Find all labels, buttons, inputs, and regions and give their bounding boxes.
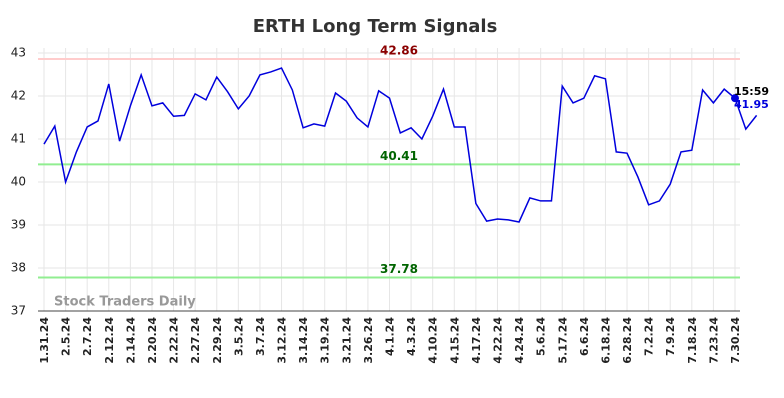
signal-label: 42.86 [380,44,418,58]
x-tick-label: 2.29.24 [211,317,224,364]
x-tick-label: 7.23.24 [707,317,720,364]
watermark: Stock Traders Daily [54,295,196,310]
x-tick-label: 4.22.24 [491,317,504,364]
last-value: 41.95 [734,98,769,111]
signal-label: 40.41 [380,149,418,163]
price-line [43,67,758,223]
x-tick-label: 7.2.24 [643,317,656,356]
x-tick-label: 2.27.24 [189,317,202,364]
x-tick-label: 3.14.24 [297,317,310,364]
y-tick-label: 40 [11,175,26,189]
y-tick-label: 39 [11,218,26,232]
x-tick-label: 3.7.24 [254,317,267,356]
x-tick-label: 3.19.24 [319,317,332,364]
x-tick-label: 3.12.24 [276,317,289,364]
y-tick-label: 38 [11,261,26,275]
x-tick-label: 4.17.24 [470,317,483,364]
x-tick-label: 4.10.24 [427,317,440,364]
y-tick-label: 37 [11,304,26,318]
x-tick-label: 7.30.24 [729,317,742,364]
x-tick-label: 7.18.24 [686,317,699,364]
x-tick-label: 6.6.24 [578,317,591,356]
x-tick-label: 2.22.24 [168,317,181,364]
last-point [731,94,739,103]
x-tick-label: 5.17.24 [556,317,569,364]
x-tick-label: 4.15.24 [448,317,461,364]
x-tick-label: 3.5.24 [232,317,245,356]
x-tick-label: 2.5.24 [60,317,73,356]
x-tick-label: 2.14.24 [124,317,137,364]
x-tick-label: 2.7.24 [81,317,94,356]
x-tick-label: 3.21.24 [340,317,353,364]
x-tick-label: 4.3.24 [405,317,418,356]
y-tick-label: 43 [11,46,26,60]
x-tick-label: 2.20.24 [146,317,159,364]
x-tick-label: 6.28.24 [621,317,634,364]
x-tick-label: 4.1.24 [384,317,397,356]
x-tick-label: 4.24.24 [513,317,526,364]
y-tick-label: 42 [11,89,26,103]
x-tick-label: 5.6.24 [535,317,548,356]
x-tick-label: 2.12.24 [103,317,116,364]
y-tick-label: 41 [11,132,26,146]
x-tick-label: 3.26.24 [362,317,375,364]
last-time: 15:59 [734,85,769,98]
x-tick-label: 1.31.24 [38,317,51,364]
x-tick-label: 6.18.24 [599,317,612,364]
x-tick-label: 7.9.24 [664,317,677,356]
signal-label: 37.78 [380,262,418,276]
chart-title: ERTH Long Term Signals [253,16,498,37]
